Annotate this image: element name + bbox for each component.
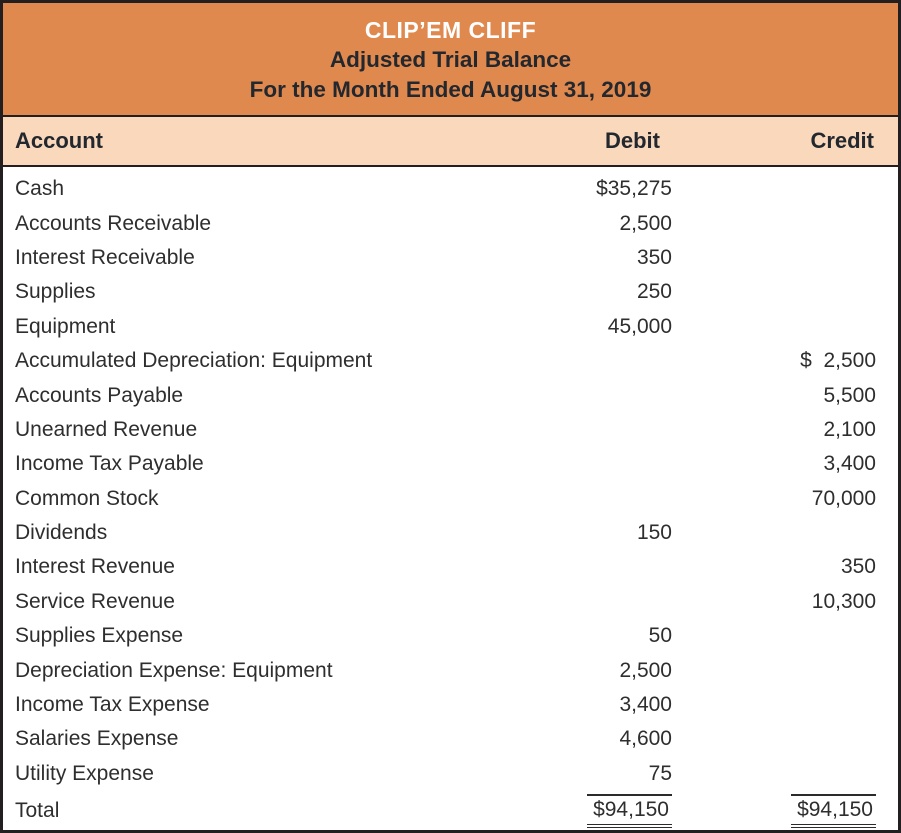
debit-cell: 4,600 xyxy=(619,727,672,751)
credit-cell: $ 2,500 xyxy=(800,349,876,373)
table-row: Supplies Expense 50 xyxy=(3,619,898,653)
account-cell: Common Stock xyxy=(15,486,159,510)
table-row: Dividends 150 xyxy=(3,516,898,550)
account-cell: Accumulated Depreciation: Equipment xyxy=(15,349,373,373)
account-cell: Utility Expense xyxy=(15,761,154,785)
table-row: Supplies 250 xyxy=(3,275,898,309)
account-cell: Cash xyxy=(15,177,65,201)
table-body: Cash $35,275 Accounts Receivable 2,500 I… xyxy=(3,167,898,830)
credit-cell: 70,000 xyxy=(811,486,876,510)
debit-cell: 2,500 xyxy=(619,658,672,682)
report-period: For the Month Ended August 31, 2019 xyxy=(249,77,652,102)
debit-cell: 50 xyxy=(648,624,672,648)
total-debit-cell: $94,150 xyxy=(497,794,672,829)
table-row: Accumulated Depreciation: Equipment $ 2,… xyxy=(3,344,898,378)
total-row: Total $94,150 $94,150 xyxy=(3,791,898,830)
total-credit-amount: $94,150 xyxy=(791,794,876,829)
account-cell: Accounts Receivable xyxy=(15,211,212,235)
table-row: Accounts Receivable 2,500 xyxy=(3,206,898,240)
account-cell: Accounts Payable xyxy=(15,383,184,407)
debit-cell: 3,400 xyxy=(619,693,672,717)
column-header-credit: Credit xyxy=(810,128,874,153)
table-row: Salaries Expense 4,600 xyxy=(3,722,898,756)
total-credit-cell: $94,150 xyxy=(672,794,898,829)
account-cell: Income Tax Payable xyxy=(15,452,204,476)
total-label: Total xyxy=(15,799,60,823)
debit-cell: 2,500 xyxy=(619,211,672,235)
debit-cell: 150 xyxy=(636,521,672,545)
column-header-account: Account xyxy=(15,128,103,153)
column-header-debit: Debit xyxy=(605,128,660,153)
debit-cell: 75 xyxy=(648,761,672,785)
account-cell: Service Revenue xyxy=(15,589,175,613)
debit-cell: 250 xyxy=(636,280,672,304)
table-row: Utility Expense 75 xyxy=(3,757,898,791)
account-cell: Depreciation Expense: Equipment xyxy=(15,658,333,682)
account-cell: Equipment xyxy=(15,314,116,338)
debit-cell: 45,000 xyxy=(607,314,672,338)
company-name: CLIP’EM CLIFF xyxy=(364,17,537,43)
table-row: Cash $35,275 xyxy=(3,172,898,206)
report-title: Adjusted Trial Balance xyxy=(329,47,572,72)
table-row: Income Tax Expense 3,400 xyxy=(3,688,898,722)
credit-cell: 10,300 xyxy=(811,589,876,613)
table-row: Depreciation Expense: Equipment 2,500 xyxy=(3,653,898,687)
credit-cell: 2,100 xyxy=(823,417,876,441)
credit-cell: 350 xyxy=(840,555,876,579)
table-row: Interest Receivable 350 xyxy=(3,241,898,275)
credit-cell: 5,500 xyxy=(823,383,876,407)
table-row: Accounts Payable 5,500 xyxy=(3,378,898,412)
total-debit-amount: $94,150 xyxy=(587,794,672,829)
account-cell: Dividends xyxy=(15,521,108,545)
account-cell: Income Tax Expense xyxy=(15,693,210,717)
column-header-row: Account Debit Credit xyxy=(3,115,898,167)
table-row: Income Tax Payable 3,400 xyxy=(3,447,898,481)
account-cell: Interest Receivable xyxy=(15,245,195,269)
title-band: CLIP’EM CLIFF Adjusted Trial Balance For… xyxy=(3,3,898,115)
credit-cell: 3,400 xyxy=(823,452,876,476)
account-cell: Unearned Revenue xyxy=(15,417,198,441)
debit-cell: $35,275 xyxy=(596,177,672,201)
table-row: Interest Revenue 350 xyxy=(3,550,898,584)
account-cell: Supplies Expense xyxy=(15,624,184,648)
debit-cell: 350 xyxy=(636,245,672,269)
table-row: Equipment 45,000 xyxy=(3,310,898,344)
account-cell: Salaries Expense xyxy=(15,727,179,751)
account-cell: Interest Revenue xyxy=(15,555,175,579)
table-row: Service Revenue 10,300 xyxy=(3,585,898,619)
account-cell: Supplies xyxy=(15,280,96,304)
table-row: Unearned Revenue 2,100 xyxy=(3,413,898,447)
table-row: Common Stock 70,000 xyxy=(3,482,898,516)
